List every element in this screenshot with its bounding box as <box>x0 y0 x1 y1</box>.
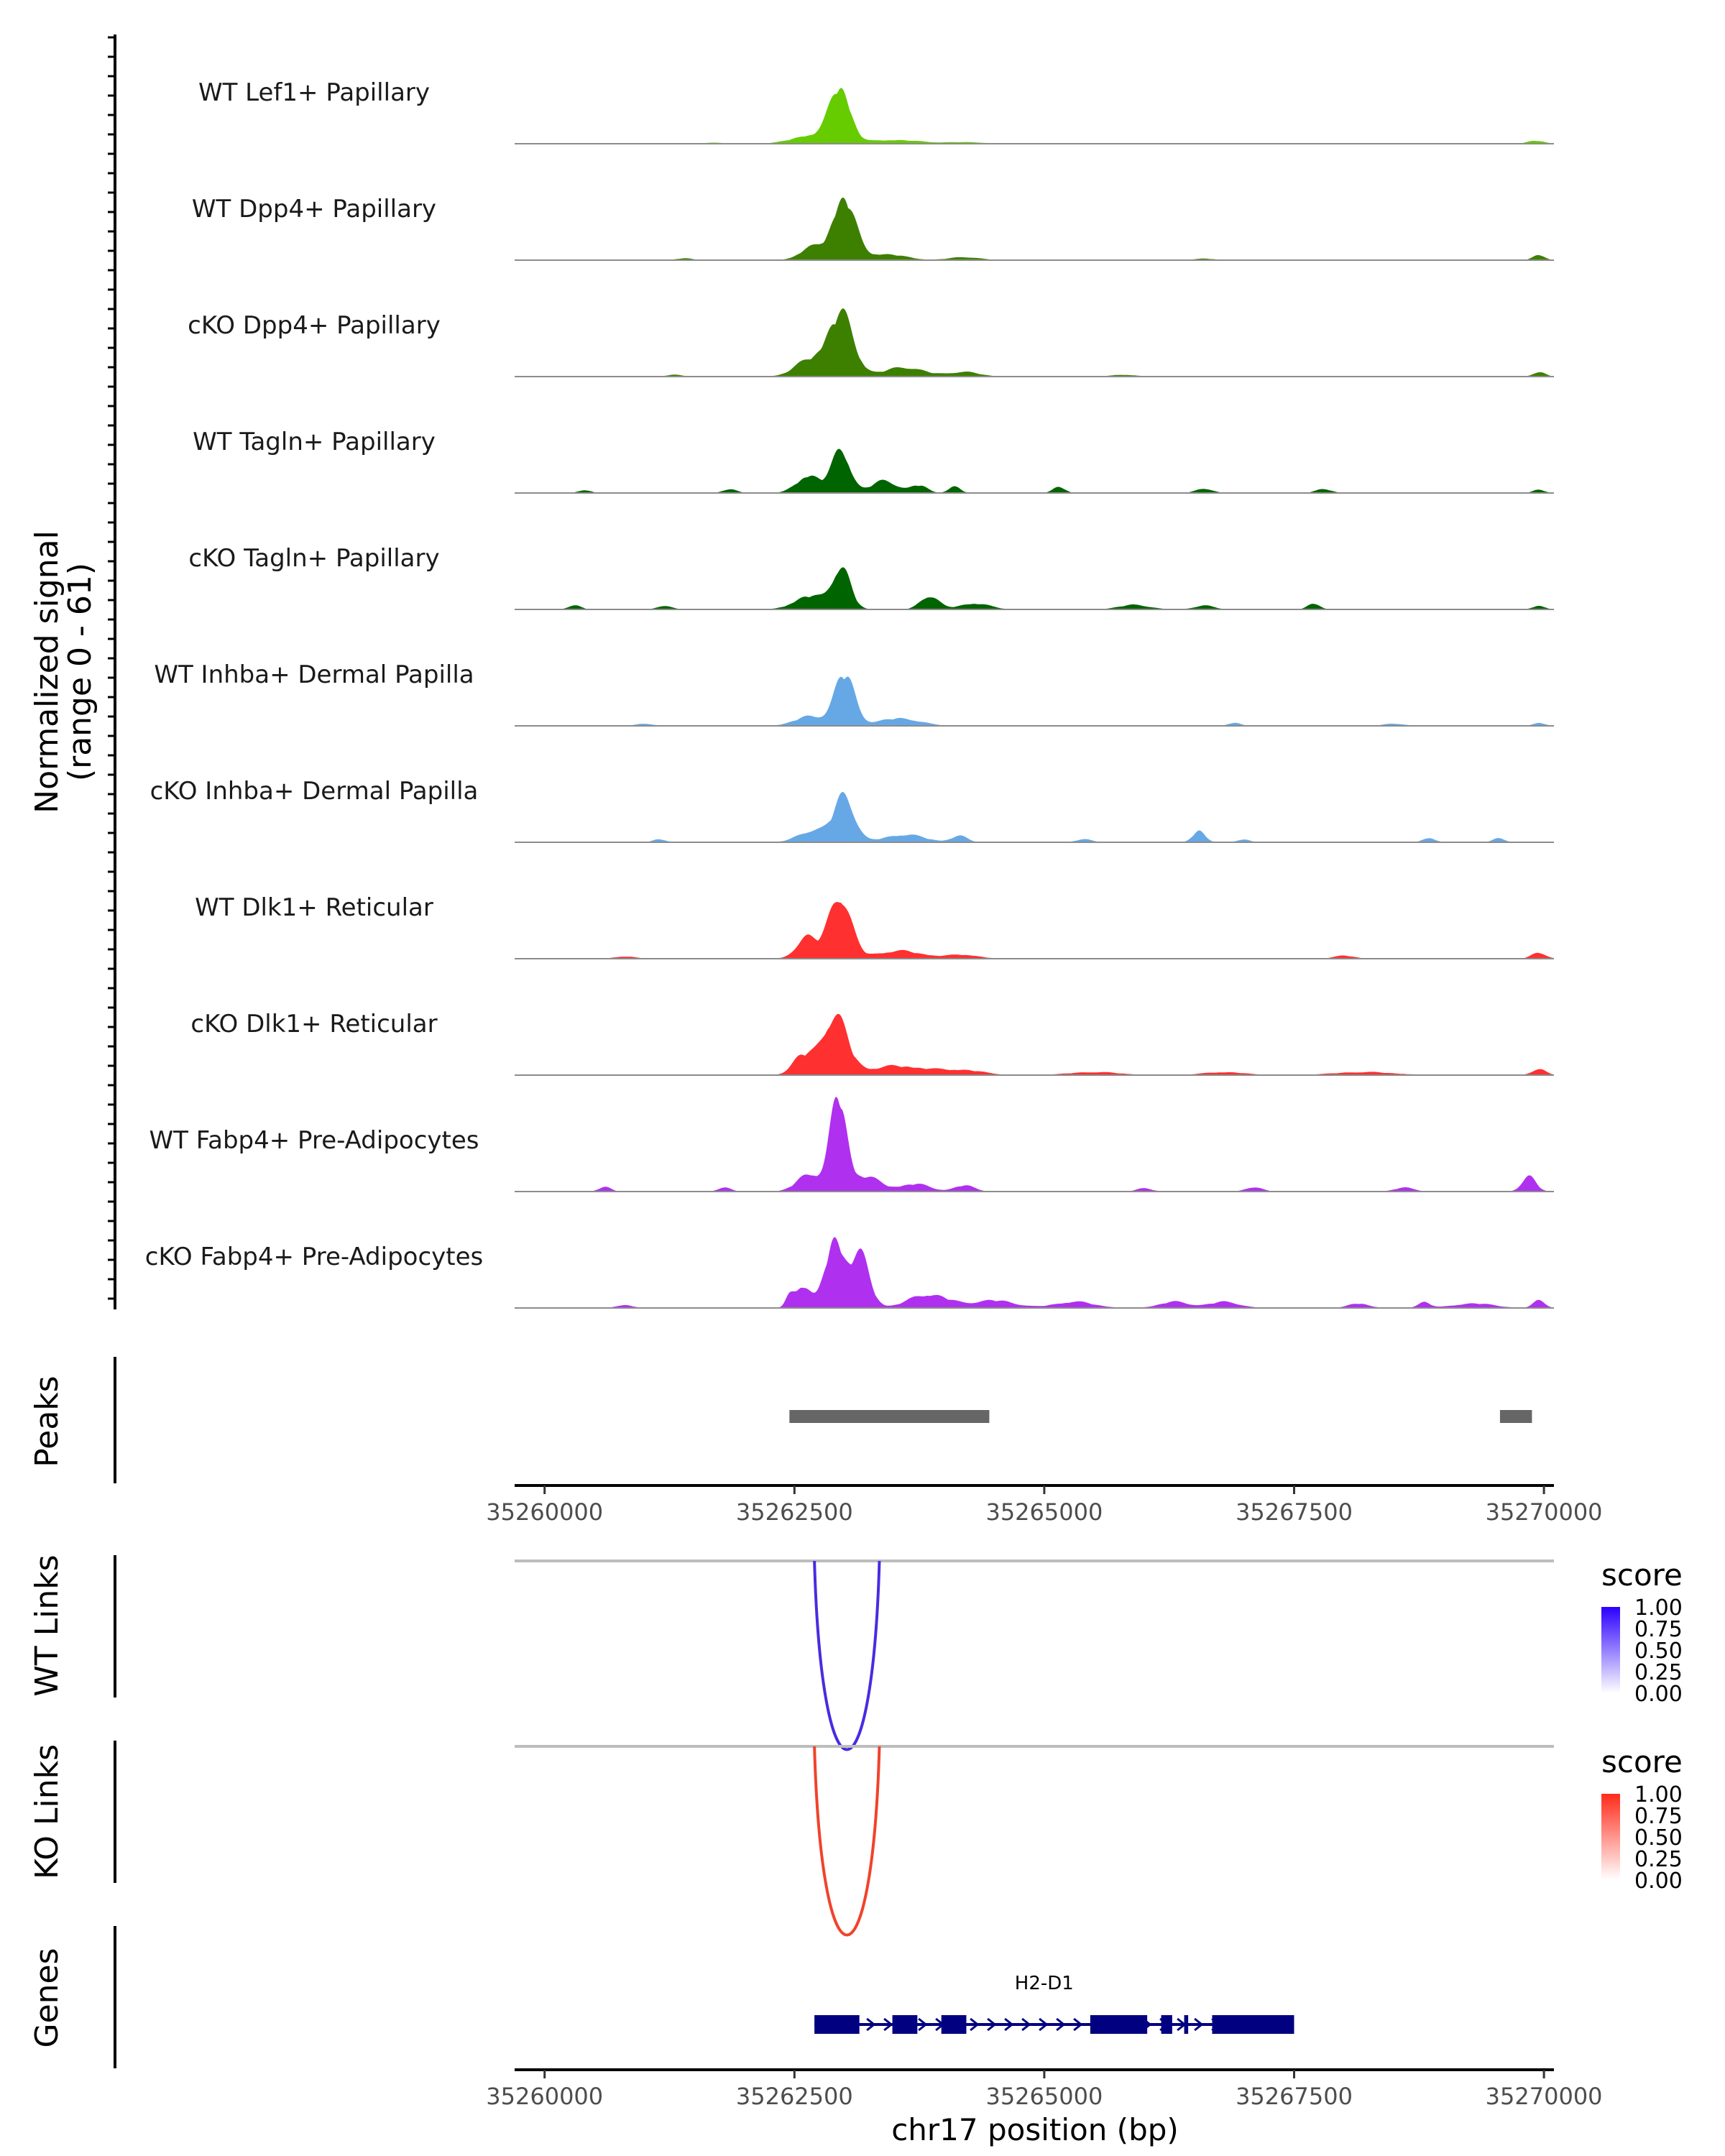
x-axis-top: 35260000 35262500 35265000 35267500 3527… <box>486 1484 1603 1526</box>
coverage-track: WT Fabp4+ Pre-Adipocytes <box>150 1097 1554 1192</box>
ko-legend-tick: 1.00 <box>1634 1782 1683 1807</box>
wt-links-title: WT Links <box>29 1554 65 1696</box>
track-label: cKO Fabp4+ Pre-Adipocytes <box>145 1243 484 1271</box>
wt-legend-tick: 0.25 <box>1634 1660 1683 1685</box>
wt-link-arc <box>813 1560 881 1751</box>
x-tick-label: 35267500 <box>1236 2083 1353 2110</box>
track-label: cKO Dpp4+ Papillary <box>188 311 441 340</box>
track-label: WT Dpp4+ Papillary <box>192 195 436 224</box>
coverage-track: cKO Fabp4+ Pre-Adipocytes <box>145 1237 1554 1309</box>
track-label: cKO Dlk1+ Reticular <box>190 1010 437 1038</box>
coverage-track: cKO Inhba+ Dermal Papilla <box>150 777 1554 843</box>
ko-legend-tick: 0.75 <box>1634 1804 1683 1829</box>
strand-arrow <box>918 2017 928 2032</box>
track-label: WT Fabp4+ Pre-Adipocytes <box>150 1126 479 1155</box>
track-label: cKO Tagln+ Papillary <box>188 544 439 573</box>
x-tick-label: 35260000 <box>486 1498 603 1526</box>
coverage-track: WT Tagln+ Papillary <box>193 428 1554 494</box>
coverage-y-axis <box>108 34 116 1309</box>
coverage-track: WT Dpp4+ Papillary <box>192 195 1554 261</box>
strand-arrow <box>1073 2017 1083 2032</box>
coverage-track: cKO Tagln+ Papillary <box>188 544 1554 610</box>
track-label: WT Inhba+ Dermal Papilla <box>154 660 474 689</box>
gene-exon <box>1090 2015 1148 2034</box>
x-tick-label: 35267500 <box>1236 1498 1353 1526</box>
track-label: WT Lef1+ Papillary <box>198 78 430 107</box>
coverage-track: cKO Dpp4+ Papillary <box>188 308 1554 377</box>
gene-model <box>814 2015 1294 2034</box>
wt-legend-tick: 0.00 <box>1634 1682 1683 1707</box>
x-tick-label: 35262500 <box>736 2083 853 2110</box>
gene-label: H2-D1 <box>1015 1973 1074 1994</box>
strand-arrow <box>1004 2017 1014 2032</box>
x-tick-label: 35265000 <box>985 2083 1103 2110</box>
ko-legend-tick: 0.25 <box>1634 1847 1683 1872</box>
x-axis-title: chr17 position (bp) <box>891 2112 1179 2147</box>
track-label: WT Dlk1+ Reticular <box>195 893 433 922</box>
gene-exon <box>941 2015 967 2034</box>
wt-legend-tick: 1.00 <box>1634 1595 1683 1621</box>
x-tick-label: 35270000 <box>1486 2083 1603 2110</box>
strand-arrow <box>1021 2017 1031 2032</box>
wt-legend-tick: 0.75 <box>1634 1617 1683 1642</box>
strand-arrow <box>883 2017 893 2032</box>
x-tick-label: 35270000 <box>1486 1498 1603 1526</box>
coverage-track: cKO Dlk1+ Reticular <box>190 1010 1554 1076</box>
track-label: WT Tagln+ Papillary <box>193 428 436 456</box>
ko-legend-tick: 0.00 <box>1634 1869 1683 1894</box>
peaks-title: Peaks <box>29 1376 65 1467</box>
gene-exon <box>892 2015 918 2034</box>
gene-exon <box>814 2015 860 2034</box>
strand-arrow <box>1194 2017 1204 2032</box>
strand-arrow <box>1056 2017 1066 2032</box>
x-tick-label: 35260000 <box>486 2083 603 2110</box>
ko-legend-colorbar <box>1601 1794 1620 1880</box>
wt-legend-title: score <box>1601 1557 1683 1593</box>
x-tick-label: 35262500 <box>736 1498 853 1526</box>
coverage-track: WT Dlk1+ Reticular <box>195 893 1554 959</box>
strand-arrow <box>866 2017 876 2032</box>
peak-region <box>1499 1410 1532 1423</box>
strand-arrow <box>970 2017 980 2032</box>
genes-title: Genes <box>29 1948 65 2047</box>
ko-legend-title: score <box>1601 1744 1683 1779</box>
ko-link-arc <box>813 1746 881 1937</box>
ko-links-title: KO Links <box>29 1744 65 1879</box>
x-axis-bottom: 35260000 35262500 35265000 35267500 3527… <box>486 2068 1603 2110</box>
strand-arrow <box>1039 2017 1049 2032</box>
ko-legend-tick: 0.50 <box>1634 1825 1683 1851</box>
wt-legend-tick: 0.50 <box>1634 1639 1683 1664</box>
peak-region <box>789 1410 990 1423</box>
coverage-ylabel-line2: (range 0 - 61) <box>62 563 98 781</box>
gene-exon <box>1184 2015 1189 2034</box>
track-label: cKO Inhba+ Dermal Papilla <box>150 777 479 806</box>
coverage-track: WT Lef1+ Papillary <box>198 78 1554 144</box>
coverage-tracks: WT Lef1+ Papillary WT Dpp4+ Papillary cK… <box>145 78 1554 1309</box>
gene-exon <box>1212 2015 1294 2034</box>
x-tick-label: 35265000 <box>985 1498 1103 1526</box>
coverage-track: WT Inhba+ Dermal Papilla <box>154 660 1554 727</box>
wt-legend-colorbar <box>1601 1607 1620 1693</box>
gene-exon <box>1161 2015 1172 2034</box>
coverage-ylabel-line1: Normalized signal <box>29 530 65 814</box>
strand-arrow <box>987 2017 997 2032</box>
